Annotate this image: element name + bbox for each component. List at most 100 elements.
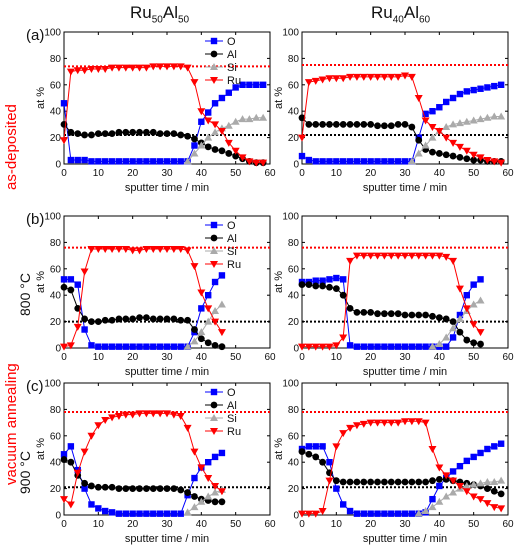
data-point-si: [449, 120, 458, 128]
data-point-ru: [359, 420, 368, 428]
data-point-al: [374, 478, 381, 486]
y-tick-label: 20: [50, 484, 62, 495]
data-point-ru: [373, 73, 382, 81]
data-point-o: [408, 343, 416, 350]
y-tick-label: 60: [50, 264, 62, 275]
data-point-al: [319, 282, 326, 290]
data-point-ru: [231, 147, 240, 155]
data-point-ru: [380, 73, 389, 81]
data-point-o: [129, 510, 136, 517]
data-point-ru: [394, 73, 403, 81]
x-tick-label: 40: [434, 352, 446, 363]
y-axis-label: at %: [273, 438, 285, 460]
data-point-al: [115, 315, 123, 323]
data-point-al: [177, 131, 185, 139]
data-point-si: [211, 128, 220, 136]
data-point-ru: [114, 64, 123, 72]
data-point-o: [429, 108, 436, 115]
data-point-ru: [421, 419, 430, 427]
data-point-o: [198, 118, 205, 125]
y-tick-label: 0: [293, 160, 299, 171]
data-point-o: [436, 104, 443, 111]
data-point-al: [101, 316, 109, 324]
chart-panel-4: 0 10 20 30 40 50 60 0 20 40 60 80 100 sputter time / …: [273, 212, 514, 379]
y-tick-label: 40: [50, 107, 62, 118]
data-point-ru: [346, 73, 355, 81]
data-point-al: [394, 478, 402, 486]
data-point-ru: [318, 76, 327, 84]
data-point-o: [346, 342, 354, 349]
y-tick-label: 80: [50, 54, 62, 65]
data-point-o: [422, 110, 429, 118]
data-point-ru: [394, 419, 403, 427]
y-tick-label: 40: [50, 291, 62, 302]
data-point-ru: [128, 411, 137, 419]
data-point-ru: [339, 75, 348, 83]
data-point-si: [245, 115, 254, 123]
data-point-si: [442, 492, 451, 500]
x-tick-label: 60: [502, 352, 514, 363]
series-line-ru: [302, 420, 502, 515]
row-label-800c: 800 °C: [17, 273, 33, 316]
data-point-al: [442, 315, 450, 323]
x-tick-label: 10: [331, 168, 343, 179]
data-point-al: [360, 121, 368, 128]
data-point-ru: [169, 63, 178, 71]
x-tick-label: 50: [230, 168, 242, 179]
y-tick-label: 40: [288, 291, 300, 302]
legend-entry-o: O: [227, 387, 236, 399]
y-tick-label: 100: [44, 212, 61, 223]
legend-marker-si: [210, 414, 218, 421]
y-tick-label: 100: [282, 212, 299, 223]
data-point-o: [122, 158, 129, 165]
data-point-o: [408, 510, 416, 517]
data-point-ru: [455, 285, 464, 293]
legend-entry-al: Al: [227, 400, 237, 412]
data-point-al: [170, 130, 178, 138]
data-point-o: [81, 156, 88, 164]
data-point-o: [163, 343, 171, 350]
data-point-al: [108, 483, 116, 491]
y-tick-label: 80: [50, 405, 62, 416]
legend-entry-si: Si: [227, 413, 237, 425]
x-axis-label: sputter time / min: [125, 182, 209, 194]
y-tick-label: 80: [50, 238, 62, 249]
x-tick-label: 50: [230, 352, 242, 363]
data-point-ru: [60, 496, 68, 504]
data-point-ru: [73, 67, 82, 75]
data-point-o: [122, 343, 129, 350]
data-point-si: [224, 121, 233, 129]
legend-entry-al: Al: [227, 49, 237, 61]
data-point-ru: [325, 477, 334, 485]
data-point-al: [305, 121, 313, 128]
data-point-o: [353, 158, 361, 165]
data-point-ru: [135, 410, 144, 418]
data-point-ru: [414, 95, 423, 102]
data-point-al: [143, 314, 150, 322]
data-point-o: [211, 453, 219, 461]
data-point-si: [455, 314, 464, 322]
data-point-al: [94, 130, 102, 138]
data-point-o: [381, 510, 388, 517]
x-axis-label: sputter time / min: [363, 533, 447, 545]
y-tick-label: 100: [282, 28, 299, 39]
x-tick-label: 10: [93, 519, 105, 530]
data-point-o: [394, 343, 402, 350]
data-point-o: [360, 158, 367, 165]
data-point-si: [483, 478, 492, 485]
data-point-o: [170, 510, 178, 517]
data-point-ru: [298, 343, 306, 351]
data-point-o: [115, 510, 123, 517]
data-point-al: [360, 478, 368, 486]
data-point-o: [88, 158, 95, 165]
legend-marker-al: [210, 234, 218, 242]
data-point-o: [463, 88, 470, 95]
data-point-al: [211, 146, 219, 153]
data-point-o: [456, 462, 464, 470]
data-point-ru: [176, 246, 185, 253]
data-point-ru: [462, 488, 471, 496]
data-point-al: [305, 450, 313, 458]
data-point-si: [190, 503, 199, 511]
data-point-ru: [366, 252, 375, 260]
data-point-o: [360, 510, 367, 517]
